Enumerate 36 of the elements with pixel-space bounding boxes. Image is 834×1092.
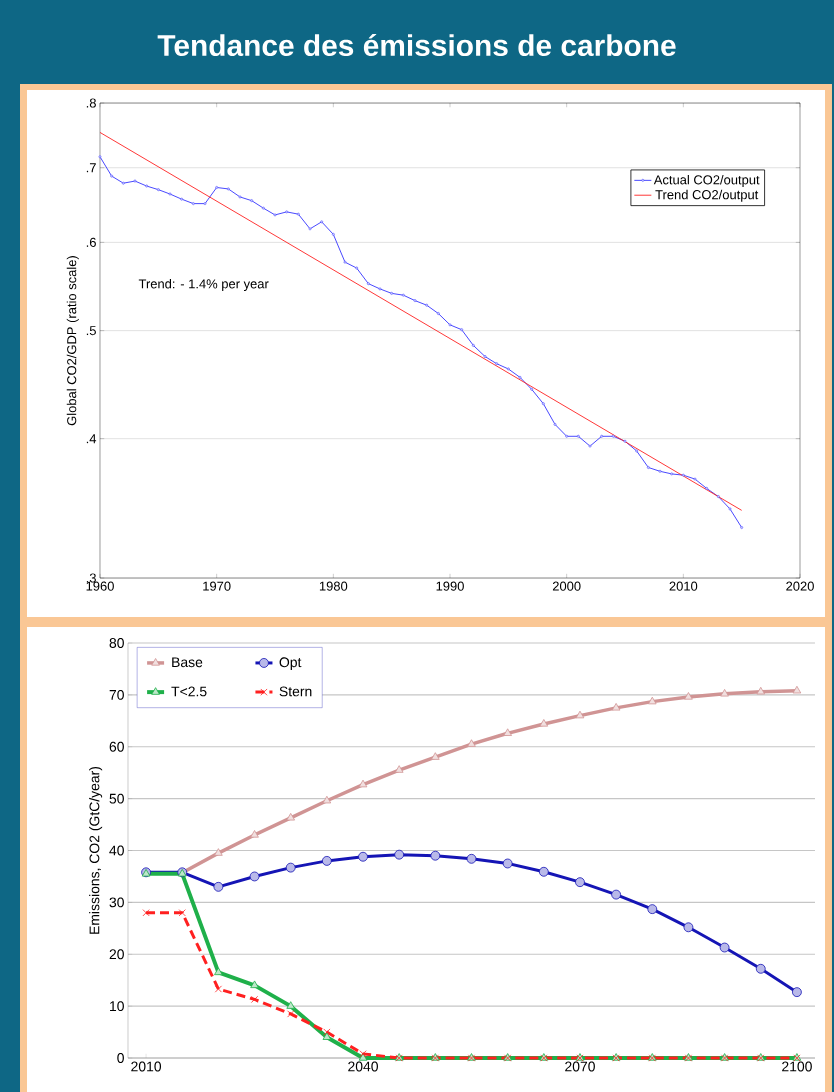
legend-label: Opt <box>279 657 302 670</box>
x-tick-label: 1980 <box>319 581 348 591</box>
y-tick-label: 50 <box>109 793 124 804</box>
x-tick-label: 2020 <box>786 581 814 591</box>
y-tick-label: .5 <box>86 326 96 336</box>
legend-label: Base <box>172 657 203 668</box>
y-tick-label: .6 <box>86 237 96 247</box>
annotation: Trend: - 1.4% per year <box>138 278 269 291</box>
legend-label: Trend CO2/output <box>655 189 759 202</box>
y-tick-label: .4 <box>86 434 97 444</box>
y-tick-label: .7 <box>86 163 96 173</box>
y-tick-label: 60 <box>109 741 124 752</box>
x-tick-label: 1960 <box>86 581 114 591</box>
y-tick-label: 20 <box>109 949 124 960</box>
y-tick-label: 70 <box>109 689 124 700</box>
legend-label: Actual CO2/output <box>653 174 760 187</box>
x-tick-label: 2040 <box>348 1061 378 1072</box>
x-tick-label: 2010 <box>131 1061 162 1072</box>
x-tick-label: 1970 <box>203 581 231 591</box>
y-axis-title: Global CO2/GDP (ratio scale) <box>66 256 79 426</box>
x-tick-label: 1990 <box>436 581 464 591</box>
x-tick-label: 2100 <box>782 1061 812 1072</box>
x-tick-label: 2070 <box>565 1061 595 1072</box>
y-tick-label: 10 <box>110 1001 124 1012</box>
y-tick-label: 80 <box>109 638 124 648</box>
x-tick-label: 2000 <box>552 581 581 591</box>
y-tick-label: .8 <box>86 98 96 108</box>
legend-label: T<2.5 <box>171 686 207 697</box>
y-axis-title: Emissions, CO2 (GtC/year) <box>89 766 103 934</box>
y-tick-label: .3 <box>86 573 96 583</box>
y-tick-label: 0 <box>117 1053 124 1063</box>
x-tick-label: 2010 <box>669 581 698 591</box>
legend-label: Stern <box>279 686 312 697</box>
y-tick-label: 40 <box>109 845 124 856</box>
chart-title: Tendance des émissions de carbone <box>157 33 676 57</box>
y-tick-label: 30 <box>109 897 124 908</box>
